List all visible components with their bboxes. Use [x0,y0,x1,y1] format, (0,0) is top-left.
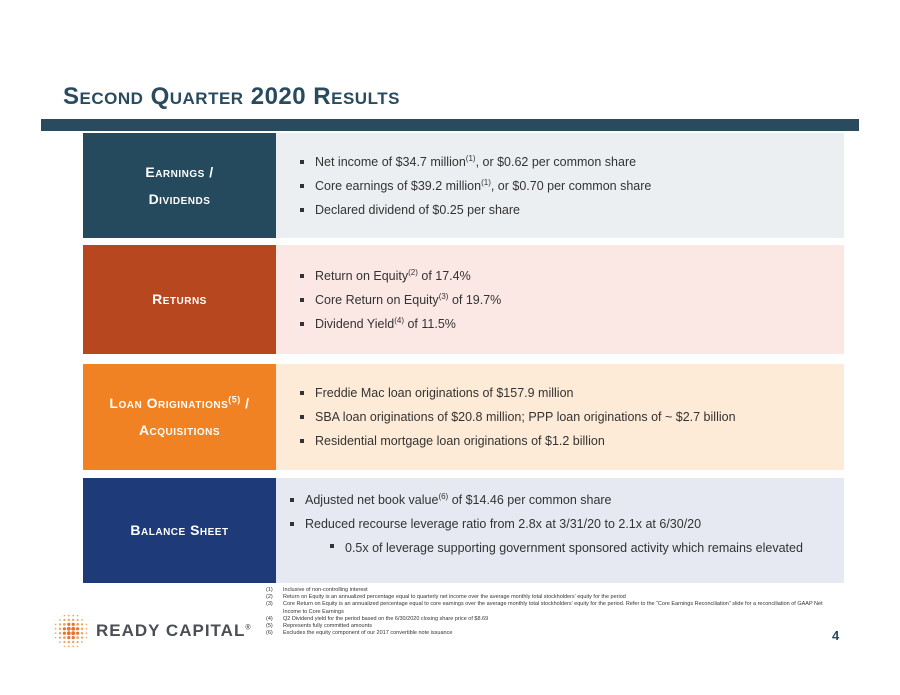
footnote-ref: (1) [481,177,491,187]
earnings-label-line1: Earnings / [145,163,214,180]
title-rule [41,119,859,131]
section-body-balance: Adjusted net book value(6) of $14.46 per… [276,478,844,583]
bullet-sba-ppp: SBA loan originations of $20.8 million; … [300,405,836,429]
footnote-6: (6) Excludes the equity component of our … [266,630,453,637]
sub-bullet-gse-leverage: 0.5x of leverage supporting government s… [330,536,836,556]
bullet-freddie-mac: Freddie Mac loan originations of $157.9 … [300,381,836,405]
logo-text: READY CAPITAL® [96,621,252,640]
footnote-ref: (6) [438,491,449,501]
section-body-loans: Freddie Mac loan originations of $157.9 … [276,364,844,470]
footnote-5: (5) Represents fully committed amounts [266,623,372,630]
footnote-2: (2) Return on Equity is an annualized per… [266,594,626,601]
footnote-4: (4) Q2 Dividend yield for the period base… [266,615,489,622]
bullet-book-value: Adjusted net book value(6) of $14.46 per… [290,488,836,512]
bullet-core-earnings: Core earnings of $39.2 million(1), or $0… [300,174,836,198]
bullet-roe: Return on Equity(2) of 17.4% [300,264,836,288]
bullet-residential: Residential mortgage loan originations o… [300,429,836,453]
balance-label: Balance Sheet [130,522,229,538]
bullet-leverage: Reduced recourse leverage ratio from 2.8… [290,512,836,536]
section-label-loans: Loan Originations(5) / Acquisitions [83,364,276,470]
footnote-ref: (4) [394,315,404,325]
section-body-earnings: Net income of $34.7 million(1), or $0.62… [276,133,844,238]
footnotes: (1) Inclusive of non-controlling interest… [266,587,836,637]
earnings-bullets: Net income of $34.7 million(1), or $0.62… [300,150,836,222]
section-label-returns: Returns [83,245,276,354]
section-body-returns: Return on Equity(2) of 17.4% Core Return… [276,245,844,354]
balance-bullets: Adjusted net book value(6) of $14.46 per… [290,488,836,556]
section-label-earnings: Earnings / Dividends [83,133,276,238]
bullet-dividend: Declared dividend of $0.25 per share [300,198,836,222]
footnote-1: (1) Inclusive of non-controlling interest [266,587,368,593]
returns-bullets: Return on Equity(2) of 17.4% Core Return… [300,264,836,336]
returns-label: Returns [152,291,207,307]
page-number: 4 [832,628,840,643]
bullet-core-roe: Core Return on Equity(3) of 19.7% [300,288,836,312]
dot-grid-logo-icon [54,614,88,648]
footnote-ref: (2) [408,267,418,277]
page-title: Second Quarter 2020 Results [63,83,400,110]
footnote-ref: (1) [465,153,476,163]
loans-label-line2: Acquisitions [138,422,221,438]
loans-label-line1: Loan Originations(5) / [109,394,250,411]
bullet-net-income: Net income of $34.7 million(1), or $0.62… [300,150,836,174]
loans-bullets: Freddie Mac loan originations of $157.9 … [300,381,836,453]
footnote-3: (3) Core Return on Equity is an annualize… [266,601,823,615]
section-label-balance: Balance Sheet [83,478,276,583]
ready-capital-logo: READY CAPITAL® [52,612,252,650]
footnote-ref: (3) [438,291,449,301]
earnings-label-line2: Dividends [148,190,211,207]
bullet-dividend-yield: Dividend Yield(4) of 11.5% [300,312,836,336]
